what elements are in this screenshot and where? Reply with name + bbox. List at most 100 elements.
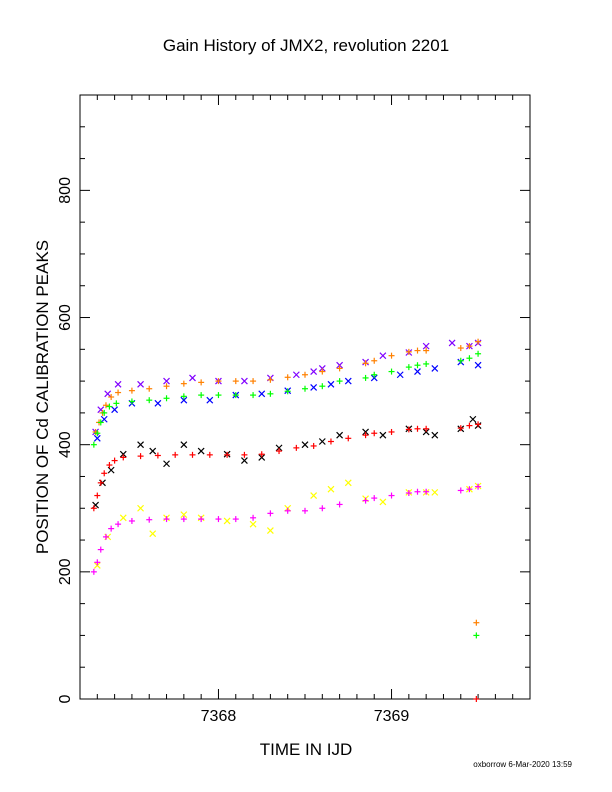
data-point	[232, 378, 239, 385]
y-tick-label: 600	[57, 304, 74, 331]
data-point	[466, 486, 473, 493]
data-point	[258, 453, 266, 461]
data-point	[344, 479, 352, 487]
data-point	[423, 347, 430, 354]
data-point	[405, 364, 412, 371]
data-point	[206, 451, 213, 458]
data-point	[180, 396, 188, 404]
data-point	[267, 510, 274, 517]
series-5	[90, 421, 482, 702]
data-point	[137, 441, 145, 449]
data-point	[163, 383, 170, 390]
y-tick-label: 800	[57, 177, 74, 204]
data-point	[101, 470, 108, 477]
data-point	[284, 374, 291, 381]
data-point	[423, 425, 430, 432]
data-point	[97, 546, 104, 553]
data-point	[240, 377, 248, 385]
data-point	[310, 492, 318, 499]
data-point	[115, 521, 122, 528]
data-point	[241, 451, 248, 458]
data-point	[101, 409, 108, 416]
data-point	[128, 398, 135, 405]
data-point	[302, 371, 308, 378]
data-point	[344, 377, 352, 385]
data-point	[423, 360, 430, 367]
data-point	[371, 430, 378, 437]
data-point	[319, 368, 326, 375]
data-point	[431, 488, 439, 496]
data-point	[258, 390, 266, 398]
data-point	[267, 390, 274, 397]
data-point	[473, 619, 480, 626]
data-point	[457, 425, 464, 432]
data-point	[180, 441, 188, 449]
data-point	[149, 447, 157, 455]
data-point	[431, 364, 439, 372]
data-point	[318, 438, 326, 445]
data-point	[250, 514, 257, 521]
data-point	[388, 368, 395, 375]
data-point	[405, 490, 412, 497]
data-point	[206, 396, 214, 404]
data-point	[102, 402, 109, 409]
data-point	[327, 485, 335, 493]
data-point	[249, 520, 257, 528]
data-point	[267, 376, 274, 383]
data-point	[90, 568, 97, 575]
data-point	[172, 451, 179, 458]
data-point	[90, 505, 97, 512]
data-point	[146, 397, 153, 404]
data-point	[163, 395, 170, 402]
data-point	[146, 516, 153, 523]
data-point	[108, 394, 115, 400]
data-point	[215, 392, 222, 399]
data-point	[146, 385, 153, 392]
data-point	[362, 360, 369, 367]
data-point	[97, 419, 104, 426]
data-point	[180, 516, 187, 523]
data-point	[128, 517, 135, 524]
series-7	[90, 483, 482, 575]
data-point	[266, 527, 274, 534]
x-tick-label: 7368	[201, 708, 237, 725]
data-point	[250, 378, 257, 385]
data-point	[466, 422, 473, 429]
data-point	[113, 400, 120, 407]
data-point	[422, 342, 430, 350]
plot-frame	[79, 94, 531, 700]
data-point	[388, 492, 395, 499]
data-point	[197, 447, 205, 455]
data-point	[362, 497, 369, 504]
data-point	[284, 388, 291, 395]
data-point	[137, 453, 144, 460]
data-point	[189, 451, 196, 458]
data-point	[215, 516, 222, 523]
data-point	[475, 338, 482, 345]
data-point	[293, 444, 300, 451]
data-point	[198, 379, 205, 386]
data-point	[388, 352, 395, 359]
data-point	[388, 428, 395, 435]
chart-title: Gain History of JMX2, revolution 2201	[162, 36, 450, 55]
data-point	[371, 371, 378, 378]
data-point	[198, 516, 205, 523]
data-point	[362, 428, 370, 436]
data-point	[154, 452, 161, 459]
data-point	[90, 441, 97, 448]
data-point	[371, 495, 378, 502]
data-point	[475, 350, 482, 357]
data-point	[93, 562, 101, 569]
data-point	[250, 392, 257, 399]
data-point	[106, 403, 113, 410]
data-point	[292, 371, 300, 379]
data-point	[284, 507, 291, 514]
data-point	[422, 428, 430, 436]
data-point	[149, 530, 157, 538]
data-point	[276, 448, 283, 455]
data-point	[198, 392, 205, 399]
data-point	[414, 347, 421, 354]
y-axis-label: POSITION OF Cd CALIBRATION PEAKS	[33, 240, 52, 554]
data-point	[137, 380, 145, 388]
